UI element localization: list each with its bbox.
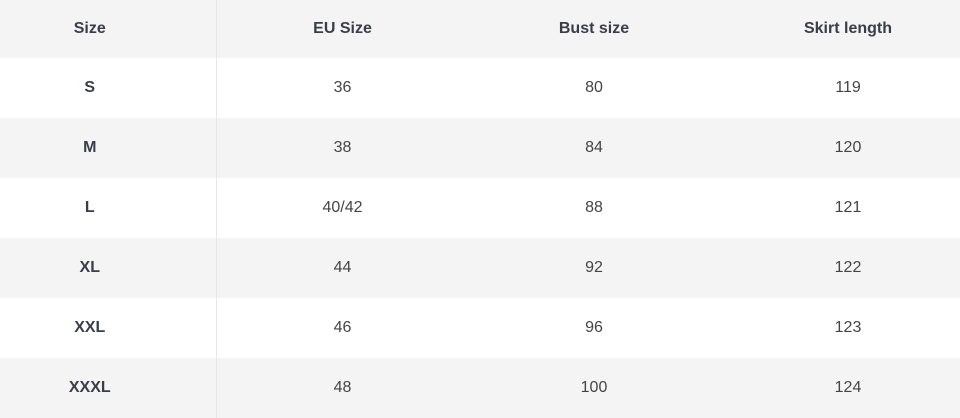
cell-eu-size: 38 [216, 118, 469, 178]
header-row: Size EU Size Bust size Skirt length [0, 0, 960, 58]
header-size: Size [0, 0, 216, 58]
header-bust-size: Bust size [469, 0, 720, 58]
cell-size: XXL [0, 298, 216, 358]
cell-bust-size: 84 [469, 118, 720, 178]
cell-eu-size: 36 [216, 58, 469, 118]
cell-skirt-length: 123 [720, 298, 960, 358]
cell-eu-size: 46 [216, 298, 469, 358]
cell-bust-size: 88 [469, 178, 720, 238]
cell-bust-size: 80 [469, 58, 720, 118]
cell-eu-size: 44 [216, 238, 469, 298]
header-skirt-length: Skirt length [720, 0, 960, 58]
cell-size: XXXL [0, 358, 216, 418]
cell-size: S [0, 58, 216, 118]
cell-skirt-length: 122 [720, 238, 960, 298]
cell-size: M [0, 118, 216, 178]
cell-bust-size: 100 [469, 358, 720, 418]
header-eu-size: EU Size [216, 0, 469, 58]
cell-bust-size: 96 [469, 298, 720, 358]
cell-skirt-length: 121 [720, 178, 960, 238]
cell-bust-size: 92 [469, 238, 720, 298]
cell-skirt-length: 120 [720, 118, 960, 178]
cell-eu-size: 48 [216, 358, 469, 418]
cell-size: L [0, 178, 216, 238]
cell-skirt-length: 124 [720, 358, 960, 418]
cell-size: XL [0, 238, 216, 298]
cell-eu-size: 40/42 [216, 178, 469, 238]
cell-skirt-length: 119 [720, 58, 960, 118]
